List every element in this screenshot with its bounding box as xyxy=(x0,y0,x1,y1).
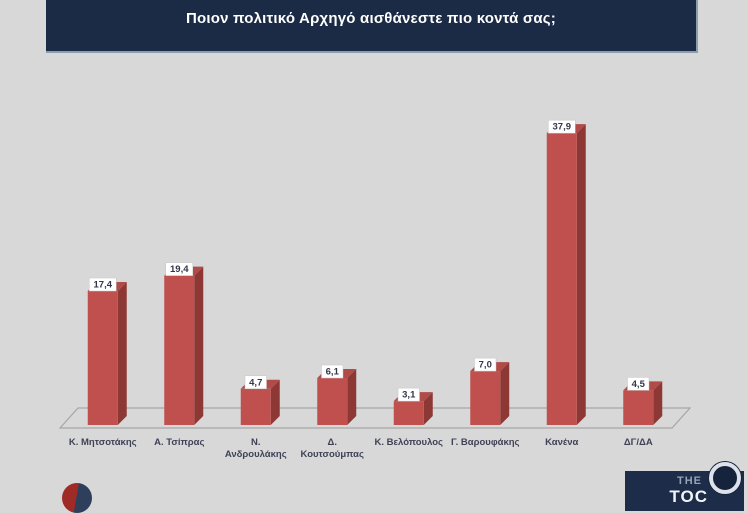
question-title-bar: Ποιον πολιτικό Αρχηγό αισθάνεστε πιο κον… xyxy=(46,0,698,53)
category-label: Δ. xyxy=(328,437,337,448)
value-label: 4,7 xyxy=(249,377,262,388)
poll-chart-page: { "title": "Ποιον πολιτικό Αρχηγό αισθάν… xyxy=(46,0,744,513)
value-label: 6,1 xyxy=(326,367,340,378)
category-label: Κουτσούμπας xyxy=(301,449,364,460)
category-label: Ν. xyxy=(251,437,261,448)
pollster-pie-logo xyxy=(62,483,92,513)
chart-floor xyxy=(58,407,692,429)
value-label-box xyxy=(89,277,117,292)
category-label: Ανδρουλάκης xyxy=(225,449,287,460)
thetoc-logo: THE TOC xyxy=(625,462,744,511)
category-label: ΔΓ/ΔΑ xyxy=(624,437,653,448)
value-label: 3,1 xyxy=(402,390,416,401)
bar xyxy=(393,401,424,425)
bar-side-face xyxy=(423,392,433,425)
value-label-box xyxy=(548,119,576,134)
bar xyxy=(317,378,348,425)
category-label: Γ. Βαρουφάκης xyxy=(451,437,520,448)
value-label-box xyxy=(474,357,497,372)
category-label: Κ. Μητσοτάκης xyxy=(69,437,137,448)
bar xyxy=(164,275,195,425)
value-label: 17,4 xyxy=(94,280,113,291)
thetoc-logo-line2: TOC xyxy=(669,487,708,506)
bar xyxy=(240,388,271,425)
value-label-box xyxy=(321,364,344,379)
bar xyxy=(87,291,118,425)
bar-side-face xyxy=(576,124,586,426)
bar-side-face xyxy=(347,369,357,425)
bar-side-face xyxy=(270,379,280,425)
value-label-box xyxy=(244,375,267,390)
bar-side-face xyxy=(117,282,127,425)
category-label: Κ. Βελόπουλος xyxy=(375,437,444,448)
bar xyxy=(546,133,577,426)
bar xyxy=(623,390,654,425)
value-label: 7,0 xyxy=(479,360,492,371)
category-label: Α. Τσίπρας xyxy=(154,437,204,448)
bar-side-face xyxy=(500,362,510,425)
category-label: Κανένα xyxy=(545,437,578,448)
value-label: 4,5 xyxy=(632,379,646,390)
thetoc-logo-line1: THE xyxy=(677,475,702,487)
thetoc-circle-icon xyxy=(709,462,741,494)
value-label: 37,9 xyxy=(553,122,572,133)
value-label: 19,4 xyxy=(170,264,189,275)
bar-side-face xyxy=(653,381,663,425)
bar-chart: 17,4 Κ. Μητσοτάκης 19,4 Α. Τσίπρας 4,7 Ν.Ανδρ… xyxy=(58,119,692,460)
value-label-box xyxy=(397,387,420,402)
value-label-box xyxy=(627,377,650,391)
page-title: Ποιον πολιτικό Αρχηγό αισθάνεστε πιο κον… xyxy=(185,10,557,27)
bar-side-face xyxy=(194,266,204,425)
bar xyxy=(470,371,501,425)
value-label-box xyxy=(165,262,193,276)
